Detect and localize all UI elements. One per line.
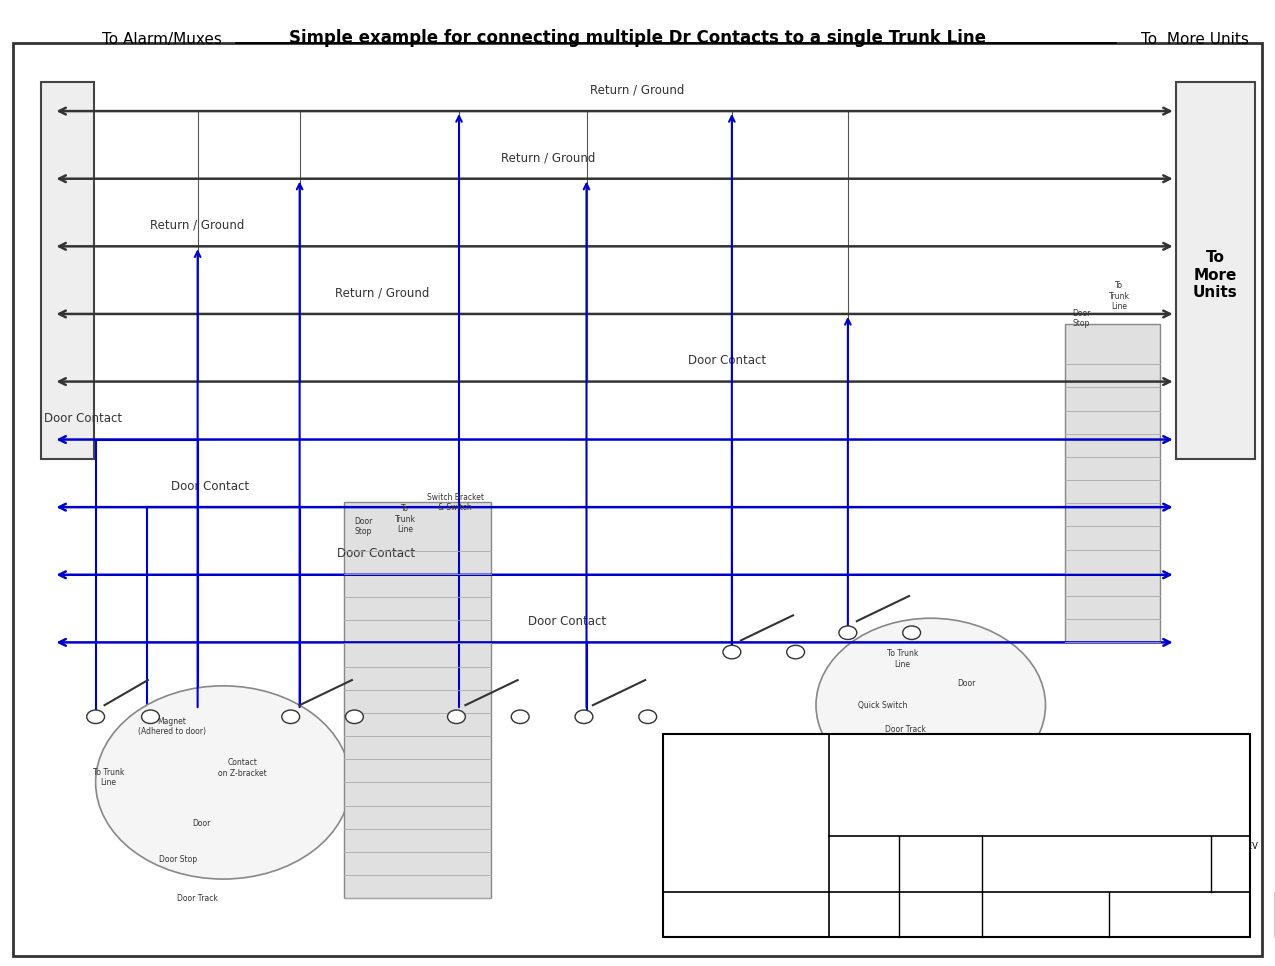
- Circle shape: [282, 710, 300, 724]
- Text: Global Electronics, Ltd.: Global Electronics, Ltd.: [940, 771, 1139, 786]
- Bar: [1176, 82, 1255, 459]
- Text: #6X3/8"
Self Drilling Screws: #6X3/8" Self Drilling Screws: [884, 754, 947, 768]
- Text: Door
Stop: Door Stop: [1072, 309, 1090, 328]
- Text: To Alarm/Muxes: To Alarm/Muxes: [102, 32, 222, 47]
- Circle shape: [96, 686, 351, 879]
- Bar: [663, 734, 1250, 937]
- Text: Quick Switch: Quick Switch: [858, 700, 907, 710]
- Text: Return / Ground: Return / Ground: [150, 219, 245, 232]
- Text: FSCM NO: FSCM NO: [921, 842, 959, 851]
- Text: SCALE: SCALE: [850, 902, 876, 912]
- Text: Door Contact: Door Contact: [171, 480, 250, 493]
- Text: Door
Stop: Door Stop: [354, 517, 372, 536]
- Circle shape: [87, 710, 105, 724]
- Text: Door Contact: Door Contact: [528, 615, 607, 628]
- Text: Door: Door: [193, 818, 210, 828]
- Circle shape: [142, 710, 159, 724]
- Text: Door Contact: Door Contact: [43, 412, 122, 425]
- Text: Return / Ground: Return / Ground: [501, 152, 595, 164]
- Text: Wired Mux Wiring Diagram (sample): Wired Mux Wiring Diagram (sample): [918, 823, 1160, 836]
- Text: Door Track: Door Track: [177, 894, 218, 903]
- Bar: [344, 502, 491, 898]
- Text: Return / Ground: Return / Ground: [335, 287, 430, 299]
- Circle shape: [639, 710, 657, 724]
- Text: Switch Bracket
& Switch: Switch Bracket & Switch: [427, 493, 483, 512]
- Text: DWG NO: DWG NO: [1079, 842, 1114, 851]
- Text: Door: Door: [958, 679, 975, 689]
- Circle shape: [448, 710, 465, 724]
- Circle shape: [575, 710, 593, 724]
- Text: To
Trunk
Line: To Trunk Line: [395, 504, 416, 534]
- Bar: [1065, 324, 1160, 642]
- Bar: [41, 82, 94, 459]
- Text: SHEET: SHEET: [1178, 902, 1206, 912]
- Text: Door Track: Door Track: [885, 724, 926, 734]
- Text: SIZE: SIZE: [854, 842, 872, 851]
- Circle shape: [839, 626, 857, 639]
- Text: To Trunk
Line: To Trunk Line: [887, 649, 918, 668]
- Circle shape: [787, 645, 805, 659]
- Circle shape: [511, 710, 529, 724]
- Text: 1 : 1: 1 : 1: [927, 902, 952, 912]
- Text: Return / Ground: Return / Ground: [590, 84, 685, 97]
- Circle shape: [346, 710, 363, 724]
- Text: REV: REV: [1241, 842, 1258, 851]
- Text: To
More
Units: To More Units: [1192, 250, 1238, 300]
- Text: Door Contact: Door Contact: [337, 548, 416, 560]
- Text: Contact
on Z-bracket: Contact on Z-bracket: [218, 758, 266, 778]
- Text: 05.12.2015: 05.12.2015: [714, 859, 778, 869]
- Text: To
Trunk
Line: To Trunk Line: [1109, 281, 1130, 311]
- Text: To Trunk
Line: To Trunk Line: [93, 768, 124, 787]
- Text: Magnet
(Adhered to door): Magnet (Adhered to door): [138, 717, 207, 736]
- Circle shape: [903, 626, 921, 639]
- Text: Door Stop: Door Stop: [159, 855, 198, 865]
- Text: Door Contact: Door Contact: [687, 355, 766, 367]
- Text: To  More Units: To More Units: [1141, 32, 1250, 47]
- Circle shape: [816, 618, 1046, 792]
- Text: Simple example for connecting multiple Dr Contacts to a single Trunk Line: Simple example for connecting multiple D…: [289, 29, 986, 47]
- Circle shape: [723, 645, 741, 659]
